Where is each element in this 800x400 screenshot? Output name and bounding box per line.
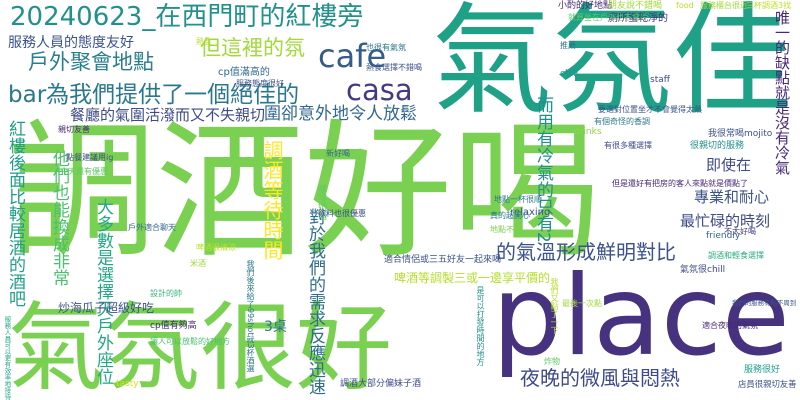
word-cloud-word: 我們又點了一下	[550, 278, 559, 334]
word-cloud-word: place	[492, 252, 790, 381]
word-cloud-word: 對於我們的需求反應迅速	[305, 208, 325, 395]
word-cloud-word: bar為我們提供了一個絕佳的	[8, 82, 300, 108]
word-cloud-word: 也很有氣氛	[366, 43, 406, 52]
word-cloud-word: 啤酒等調製三或一邊享平價的	[394, 271, 551, 285]
word-cloud-word: 大多數是選擇天戶外座位	[93, 198, 113, 385]
word-cloud-word: 最忙碌的時刻	[680, 212, 771, 230]
word-cloud-word: 服務態度很好	[236, 79, 284, 88]
word-cloud-word: 要選對位置坐才不會覺得太熱	[598, 105, 702, 114]
word-cloud-word: 三杯調酒3找	[746, 1, 792, 10]
word-cloud-word: 我們後來給了99shot就3杯酒選	[246, 260, 255, 373]
word-cloud-word: 米酒	[190, 259, 206, 268]
word-cloud-word: staff	[650, 75, 670, 85]
word-cloud-word: 讓人可以放鬆的好地方	[150, 337, 230, 346]
word-cloud-word: 新好喝	[326, 149, 350, 158]
word-cloud-word: 但是還好有把房的客人來點就是價點了	[612, 179, 748, 188]
word-cloud-word: 調酒等待時間	[260, 140, 284, 260]
word-cloud-word: 紅樓後面比較居酒的酒吧	[5, 120, 25, 307]
word-cloud-word: cafe	[318, 37, 387, 75]
word-cloud-word: 就算坐在戶外也不會冷	[568, 13, 648, 22]
word-cloud-word: 專業和耐心	[694, 188, 770, 206]
word-cloud-word: drinks	[574, 127, 602, 137]
word-cloud-word: 咖啡奶酒	[316, 184, 326, 220]
word-cloud-word: 飲料也很優惠	[318, 209, 366, 218]
word-cloud-word: 我們的服務有點不周到	[732, 299, 797, 307]
word-cloud-word: 戶外適合聊天	[128, 223, 176, 232]
word-cloud-word: 地點不錯	[490, 225, 522, 234]
word-cloud-word: 餐廳的氣圍活潑而又不失親切	[70, 106, 266, 124]
word-cloud-word: 適合夜晚的氣氛	[702, 321, 758, 330]
word-cloud-word: 很親切的服務	[690, 141, 745, 151]
word-cloud-word: 熱食	[196, 37, 212, 46]
word-cloud-word: relaxing	[510, 207, 551, 218]
word-cloud-word: 推薦	[560, 41, 576, 50]
word-cloud-word: 即使在	[706, 156, 752, 174]
word-cloud-word: 調酒和輕食選擇	[708, 251, 764, 260]
word-cloud-word: 戶外聚會地點	[28, 50, 154, 74]
word-cloud-word: 他們也能換成非常	[49, 150, 69, 286]
word-cloud-word: 唯一的缺點就是沒有冷氣	[773, 10, 791, 175]
word-cloud-word: 適合情侶或三五好友一起來喝	[384, 255, 502, 265]
word-cloud-word: 調酒好喝	[8, 106, 600, 278]
word-cloud-word: 氣氛很好	[8, 292, 392, 400]
word-cloud-word: 親切友善	[58, 125, 90, 134]
word-cloud-word: 我很常喝mojito	[708, 129, 773, 139]
word-cloud-word: 真的超開心	[490, 211, 530, 220]
word-cloud-word: 廁所蠻乾淨的	[608, 13, 668, 24]
word-cloud-word: 炸物	[544, 357, 560, 366]
word-cloud-word: 調酒大部分偏妹子酒	[340, 379, 422, 389]
word-cloud-word: 圍卻意外地令人放鬆	[264, 104, 417, 124]
word-cloud-word: friendly	[706, 231, 741, 241]
word-cloud-word: 地點一杯很順	[494, 195, 542, 204]
word-cloud-word: 服務人員可以更有效率地接待	[3, 316, 12, 400]
word-cloud-word: 朋友說不錯喝	[608, 1, 663, 11]
word-cloud-word: chill	[560, 69, 579, 79]
word-cloud-word: casa	[346, 73, 413, 107]
word-cloud-word: 服務人員的態度友好	[8, 35, 134, 51]
word-cloud-word: 點餐建議用ig	[66, 153, 114, 162]
word-cloud-word: 炒海瓜子超級好吃	[58, 301, 155, 315]
word-cloud-word: 但這裡的氛	[200, 36, 305, 60]
word-cloud-word: cp值有夠高	[150, 321, 197, 331]
word-cloud-word: 服務櫃台很近	[700, 1, 748, 10]
word-cloud-word: 熱食選擇不錯喝	[366, 63, 422, 72]
word-cloud-word: tasty	[116, 379, 139, 389]
word-cloud-word: 是可以打發時間的地方	[476, 286, 485, 366]
word-cloud-word: 3桌	[264, 319, 287, 335]
word-cloud-word: 店員很親切友善	[738, 379, 797, 389]
word-cloud-word: 20240623_在西門町的紅樓旁	[10, 2, 364, 32]
word-cloud-word: 氣氛佳	[432, 0, 792, 131]
word-cloud-word: 而用有冷氣的只有2	[533, 96, 553, 243]
word-cloud-word: 啤酒很清涼	[196, 243, 236, 252]
word-cloud-word: 有個奇怪的香調	[594, 117, 650, 126]
word-cloud-word: 今天還有優惠	[60, 167, 108, 176]
word-cloud-word: 最後一次點	[562, 299, 602, 308]
word-cloud-word: 服務很好	[744, 365, 781, 375]
word-cloud-word: 的氣溫形成鮮明對比	[496, 240, 676, 264]
word-cloud-word: 不太好喝	[724, 227, 756, 236]
word-cloud-word: 夜晚的微風與悶熱	[520, 366, 680, 390]
word-cloud-word: food	[676, 1, 694, 10]
word-cloud-word: 小酌的好地點	[558, 1, 613, 11]
word-cloud-word: 設計的帥	[150, 289, 182, 298]
word-cloud-word: cp值滿高的	[218, 67, 270, 78]
word-cloud-word: 有很多種選擇	[604, 141, 652, 150]
word-cloud-word: 氣氛很chill	[680, 265, 726, 275]
